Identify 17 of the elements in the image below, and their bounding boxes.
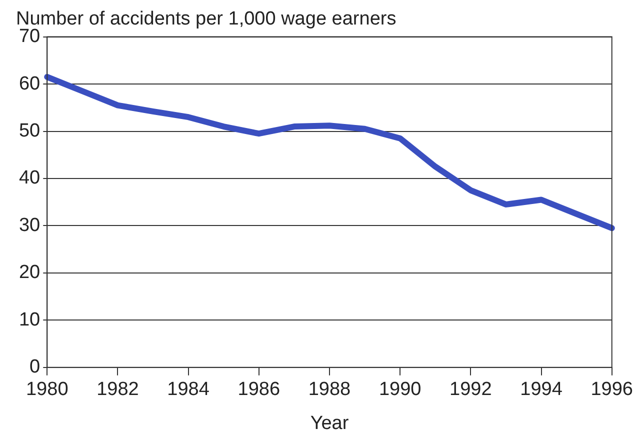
y-tick-label: 0 xyxy=(30,356,40,378)
x-tick-label: 1990 xyxy=(378,379,422,400)
y-tick-label: 60 xyxy=(18,73,40,94)
y-tick-label: 10 xyxy=(18,309,40,330)
y-tick-label: 30 xyxy=(18,214,40,236)
x-tick-label: 1988 xyxy=(308,379,351,400)
x-tick-label: 1996 xyxy=(590,379,634,400)
y-tick-label: 40 xyxy=(18,168,40,189)
x-tick-label: 1992 xyxy=(450,379,492,400)
y-tick-label: 50 xyxy=(18,120,40,142)
y-tick-label: 20 xyxy=(18,262,40,284)
x-axis-title: Year xyxy=(310,412,350,434)
x-tick-label: 1994 xyxy=(520,379,563,400)
x-tick-label: 1984 xyxy=(167,379,210,400)
x-tick-label: 1986 xyxy=(238,379,280,400)
x-tick-label: 1980 xyxy=(26,379,68,400)
x-tick-label: 1982 xyxy=(96,379,139,400)
